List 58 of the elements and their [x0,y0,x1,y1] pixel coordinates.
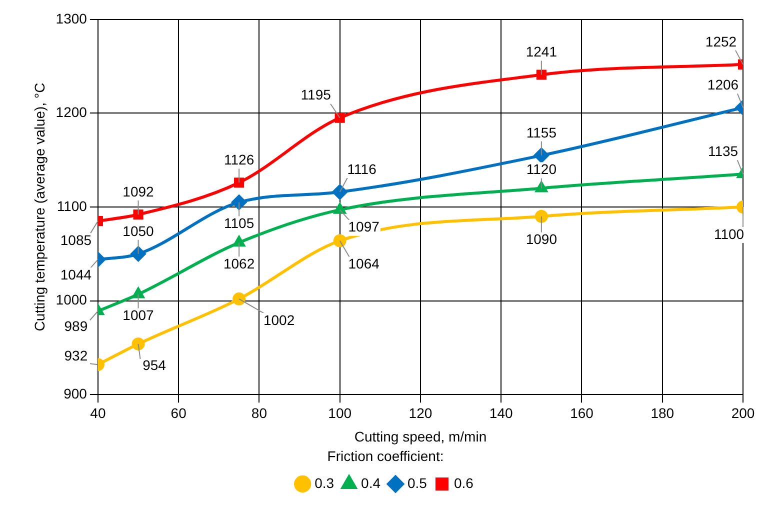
y-tick-label: 900 [64,385,88,402]
x-tick-label: 60 [170,404,187,421]
data-label: 1092 [122,183,154,200]
data-label: 1126 [224,151,254,168]
x-tick-label: 140 [489,404,513,421]
data-label: 1155 [526,124,557,140]
x-tick-label: 160 [570,404,594,421]
x-tick-label: 120 [408,404,432,421]
x-axis-title: Cutting speed, m/min [354,428,487,445]
data-label: 954 [142,356,166,373]
data-label: 1120 [526,161,557,178]
data-label: 1195 [300,86,332,103]
data-label: 989 [64,318,88,334]
point [234,178,244,188]
data-label: 1100 [714,226,744,242]
data-label: 1135 [708,143,738,160]
legend-label: 0.5 [408,474,428,491]
x-tick-label: 180 [650,404,674,421]
y-tick-label: 1000 [56,292,88,308]
data-label: 1241 [526,44,558,60]
point [133,209,144,220]
data-label: 1116 [347,160,377,177]
legend-title: Friction coefficient: [327,448,444,464]
data-label: 1007 [122,307,154,324]
point [232,292,246,306]
x-tick-label: 40 [90,404,106,421]
point [132,337,145,350]
y-axis-title: Cutting temperature (average value), °C [31,82,48,332]
point [334,112,345,123]
data-label: 1062 [223,256,255,272]
x-tick-label: 100 [328,404,352,421]
y-tick-label: 1100 [56,198,88,214]
data-label: 1090 [526,231,558,248]
data-label: 1064 [348,256,380,272]
legend-label: 0.4 [361,474,381,491]
data-label: 1105 [224,215,254,232]
data-label: 1002 [263,312,295,328]
data-label: 1097 [348,218,380,235]
point [536,70,546,80]
data-label: 1252 [705,33,737,50]
data-label: 1050 [122,222,154,239]
data-label: 1206 [707,76,739,92]
y-tick-label: 1200 [56,104,88,120]
point [534,210,548,223]
legend-label: 0.6 [454,474,474,491]
data-label: 932 [64,347,88,364]
data-label: 1044 [60,266,92,282]
point [534,148,549,163]
legend-label: 0.3 [314,474,334,491]
point [233,236,245,247]
point [333,234,346,248]
point [332,184,348,200]
point [232,194,247,210]
x-tick-label: 200 [731,404,755,421]
y-tick-label: 1300 [56,10,88,26]
data-label: 1085 [60,232,92,248]
point [130,246,146,262]
x-tick-label: 80 [251,404,268,421]
